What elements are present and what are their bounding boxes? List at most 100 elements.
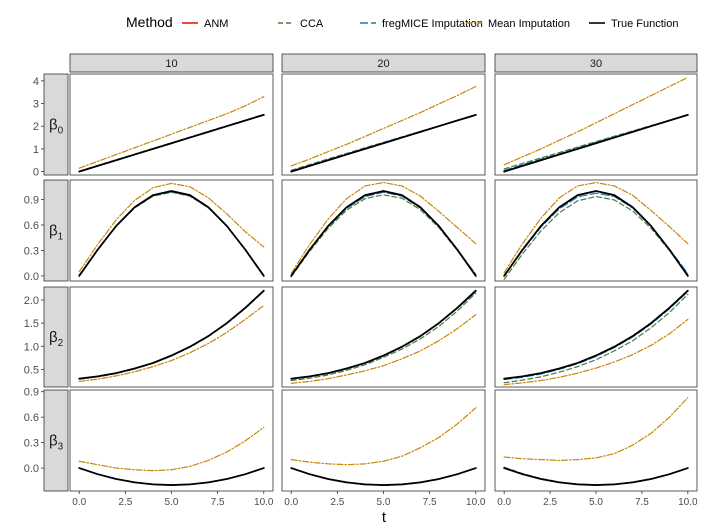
series-line-true-function <box>290 190 477 277</box>
legend-label: ANM <box>204 18 228 30</box>
y-tick-label: 0.3 <box>24 438 39 450</box>
series-line-mean-imputation <box>290 181 477 274</box>
legend-entry-cca: CCA <box>278 18 324 30</box>
column-strip-10 <box>69 53 274 73</box>
row-strip-subscript: 2 <box>58 338 64 349</box>
series-line-cca <box>290 292 477 382</box>
legend-entry-true-function: True Function <box>589 18 678 30</box>
y-tick-label: 1.5 <box>24 318 39 330</box>
legend-label: CCA <box>300 18 324 30</box>
series-line-mean-imputation <box>503 318 689 386</box>
x-tick-label: 0.0 <box>497 497 511 508</box>
panel-r3-c1 <box>69 286 274 388</box>
series-line-mean-imputation <box>503 181 689 274</box>
series-line-mean-imputation <box>78 96 265 169</box>
row-strip-beta2 <box>43 286 69 388</box>
legend-entries: ANM CCA fregMICE Imputation Mean Imputation… <box>182 18 678 30</box>
panel-r1-c2 <box>281 73 486 176</box>
x-tick-label: 2.5 <box>543 497 557 508</box>
x-tick-label: 2.5 <box>330 497 344 508</box>
row-strip-label: β3 <box>49 433 64 453</box>
panel-frame <box>494 286 698 388</box>
column-strip-20 <box>281 53 486 73</box>
row-strip-beta1 <box>43 179 69 282</box>
row-strip-label: β1 <box>49 223 64 243</box>
row-strip-label: β2 <box>49 329 64 349</box>
column-strip-label: 10 <box>165 58 177 70</box>
panel-frame <box>494 73 698 176</box>
series-line-mean-imputation <box>290 85 477 167</box>
panel-r3-c2 <box>281 286 486 388</box>
panel-frame <box>69 389 274 492</box>
panel-r3-c3 <box>494 286 698 388</box>
series-line-mean-imputation <box>290 407 477 466</box>
series-line-mean-imputation <box>503 397 689 462</box>
column-strip-label: 20 <box>377 58 389 70</box>
x-tick-label: 0.0 <box>72 497 86 508</box>
legend-entry-mean-imputation: Mean Imputation <box>466 18 570 30</box>
x-tick-label: 5.0 <box>589 497 603 508</box>
panel-frame <box>494 179 698 282</box>
panel-r4-c2 <box>281 389 486 492</box>
panel-r2-c3 <box>494 179 698 282</box>
y-tick-label: 0.3 <box>24 245 39 257</box>
series-line-mean-imputation <box>503 76 689 166</box>
panel-frame <box>494 389 698 492</box>
x-axis-label: t <box>382 509 387 526</box>
x-tick-label: 10.0 <box>254 497 274 508</box>
legend-entry-fregmice-imputation: fregMICE Imputation <box>360 18 483 30</box>
plot-area: 10 20 30β001234β10.00.30.60.9β20.51.01.52.… <box>24 53 698 508</box>
y-tick-label: 2.0 <box>24 295 39 307</box>
panel-frame <box>69 179 274 282</box>
y-tick-label: 0 <box>33 167 39 179</box>
panel-frame <box>69 73 274 176</box>
y-tick-label: 1 <box>33 144 39 156</box>
y-tick-label: 0.0 <box>24 271 39 283</box>
series-line-true-function <box>503 190 689 277</box>
y-tick-label: 0.0 <box>24 463 39 475</box>
x-tick-label: 10.0 <box>678 497 698 508</box>
series-line-cca <box>503 195 689 280</box>
x-tick-label: 2.5 <box>118 497 132 508</box>
y-tick-label: 0.6 <box>24 412 39 424</box>
series-line-true-function <box>78 190 265 277</box>
y-tick-label: 0.5 <box>24 364 39 376</box>
series-line-mean-imputation <box>78 426 265 472</box>
x-tick-label: 7.5 <box>635 497 649 508</box>
legend-label: Mean Imputation <box>488 18 570 30</box>
row-strip-base: β <box>49 329 58 346</box>
panel-r1-c1 <box>69 73 274 176</box>
y-tick-label: 4 <box>33 76 39 88</box>
x-tick-label: 10.0 <box>466 497 486 508</box>
legend-entry-anm: ANM <box>182 18 228 30</box>
row-strip-beta0 <box>43 73 69 176</box>
row-strip-subscript: 3 <box>58 442 64 453</box>
column-strip-30 <box>494 53 698 73</box>
series-line-true-function <box>290 467 477 486</box>
series-line-true-function <box>78 113 265 173</box>
row-strip-base: β <box>49 433 58 450</box>
series-line-mean-imputation <box>290 314 477 384</box>
y-tick-label: 0.9 <box>24 387 39 399</box>
series-line-true-function <box>78 289 265 380</box>
series-line-true-function <box>78 467 265 486</box>
panel-r1-c3 <box>494 73 698 176</box>
row-strip-subscript: 1 <box>58 232 64 243</box>
panel-frame <box>281 73 486 176</box>
panel-frame <box>281 389 486 492</box>
panel-frame <box>281 179 486 282</box>
panel-frame <box>281 286 486 388</box>
legend-title: Method <box>126 14 173 30</box>
row-strip-subscript: 0 <box>58 126 64 137</box>
legend-label: fregMICE Imputation <box>382 18 483 30</box>
y-tick-label: 0.9 <box>24 195 39 207</box>
x-tick-label: 5.0 <box>377 497 391 508</box>
series-line-true-function <box>503 467 689 486</box>
series-line-true-function <box>290 113 477 173</box>
y-tick-label: 0.6 <box>24 220 39 232</box>
x-tick-label: 7.5 <box>423 497 437 508</box>
y-tick-label: 2 <box>33 121 39 133</box>
y-tick-label: 1.0 <box>24 341 39 353</box>
panel-r4-c3 <box>494 389 698 492</box>
